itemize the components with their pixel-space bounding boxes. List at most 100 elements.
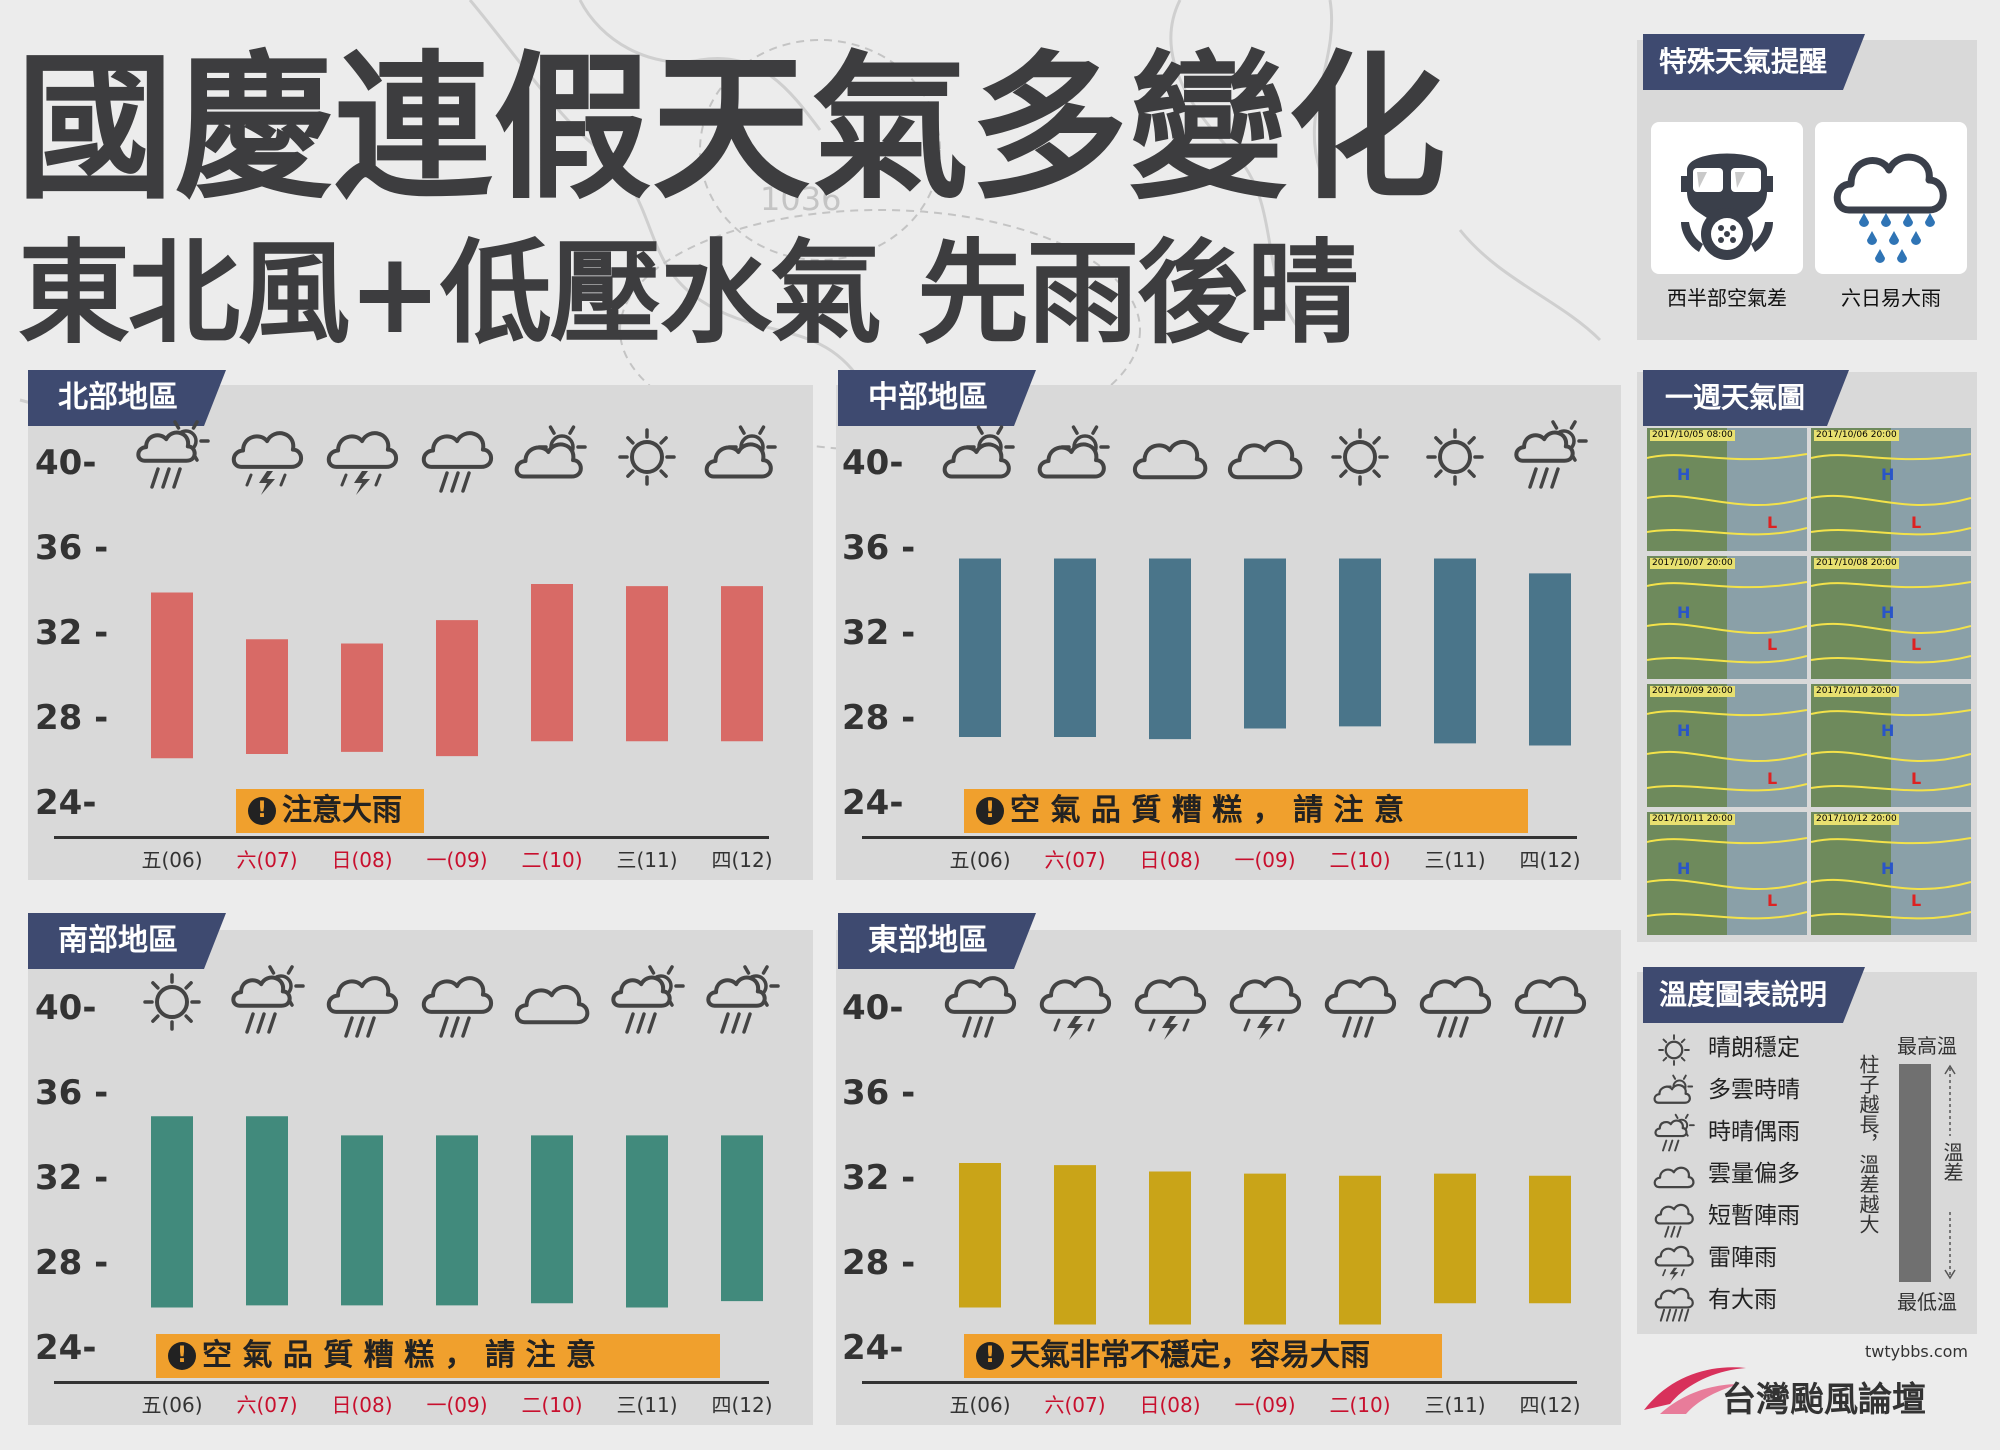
cloudy-icon bbox=[1652, 1154, 1696, 1194]
warning-text: 空 氣 品 質 糟 糕 ， 請 注 意 bbox=[1010, 793, 1404, 828]
x-tick-label: 三(11) bbox=[616, 1393, 678, 1417]
map-date-label: 2017/10/06 20:00 bbox=[1814, 430, 1899, 441]
legend-item-label: 晴朗穩定 bbox=[1708, 1035, 1800, 1061]
shower-icon bbox=[1652, 1196, 1696, 1238]
legend-max-label: 最高溫 bbox=[1897, 1034, 1957, 1058]
legend-item-label: 有大雨 bbox=[1708, 1287, 1777, 1313]
shower-icon bbox=[417, 417, 497, 497]
sunny-icon bbox=[132, 962, 212, 1042]
x-tick-label: 二(10) bbox=[1329, 1393, 1391, 1417]
warning-text: 天氣非常不穩定，容易大雨 bbox=[1010, 1338, 1370, 1373]
map-date-label: 2017/10/12 20:00 bbox=[1814, 814, 1899, 825]
brand-swoosh-logo bbox=[1644, 1367, 1746, 1414]
legend-item-label: 雲量偏多 bbox=[1708, 1161, 1800, 1187]
y-tick-label: 28 - bbox=[35, 1243, 109, 1283]
y-tick-label: 40- bbox=[842, 988, 904, 1028]
sun-shower-icon bbox=[132, 417, 212, 497]
x-tick-label: 日(08) bbox=[1139, 848, 1201, 872]
x-tick-label: 三(11) bbox=[1424, 1393, 1486, 1417]
svg-text:H: H bbox=[1881, 603, 1894, 622]
weather-map-tile: H L 2017/10/07 20:00 bbox=[1647, 556, 1807, 679]
weather-map-image: H L bbox=[1647, 812, 1807, 935]
legend-item-label: 時晴偶雨 bbox=[1708, 1119, 1800, 1145]
x-tick-label: 二(10) bbox=[1329, 848, 1391, 872]
x-tick-label: 一(09) bbox=[426, 1393, 488, 1417]
legend-item: 時晴偶雨 bbox=[1652, 1112, 1800, 1152]
y-tick-label: 36 - bbox=[35, 528, 109, 568]
x-tick-label: 一(09) bbox=[1234, 1393, 1296, 1417]
alert-label-rain: 六日易大雨 bbox=[1841, 286, 1941, 310]
y-tick-label: 36 - bbox=[842, 528, 916, 568]
region-tag-north: 北部地區 bbox=[28, 370, 226, 426]
region-tag-south: 南部地區 bbox=[28, 913, 226, 969]
weather-map-tile: H L 2017/10/09 20:00 bbox=[1647, 684, 1807, 807]
x-axis-line bbox=[54, 836, 769, 839]
svg-text:H: H bbox=[1677, 465, 1690, 484]
sunny-icon bbox=[607, 417, 687, 497]
x-tick-label: 五(06) bbox=[141, 848, 203, 872]
warning-banner: ! 天氣非常不穩定，容易大雨 bbox=[964, 1334, 1442, 1378]
x-tick-label: 四(12) bbox=[1519, 1393, 1581, 1417]
y-tick-label: 24- bbox=[35, 783, 97, 823]
warning-text: 注意大雨 bbox=[282, 793, 402, 828]
x-axis-line bbox=[862, 836, 1577, 839]
weather-map-tile: H L 2017/10/08 20:00 bbox=[1811, 556, 1971, 679]
svg-text:H: H bbox=[1881, 721, 1894, 740]
x-tick-label: 四(12) bbox=[1519, 848, 1581, 872]
isobar-label: 1036 bbox=[760, 180, 841, 218]
partly-cloudy-icon bbox=[940, 417, 1020, 497]
legend-title: 溫度圖表說明 bbox=[1643, 967, 1866, 1023]
weather-map-image: H L bbox=[1647, 684, 1807, 807]
shower-icon bbox=[1510, 962, 1590, 1042]
x-tick-label: 三(11) bbox=[1424, 848, 1486, 872]
sunny-icon bbox=[1652, 1028, 1696, 1068]
svg-text:L: L bbox=[1767, 513, 1777, 532]
x-tick-label: 四(12) bbox=[711, 848, 773, 872]
cloudy-icon bbox=[1225, 417, 1305, 497]
sunny-icon bbox=[1320, 417, 1400, 497]
exclamation-icon: ! bbox=[976, 1342, 1004, 1370]
partly-cloudy-icon bbox=[702, 417, 782, 497]
y-tick-label: 24- bbox=[842, 1328, 904, 1368]
gas-mask-icon bbox=[1681, 153, 1773, 260]
map-date-label: 2017/10/05 08:00 bbox=[1650, 430, 1735, 441]
x-tick-label: 六(07) bbox=[236, 848, 298, 872]
weekly-map-title: 一週天氣圖 bbox=[1643, 370, 1850, 426]
x-tick-label: 五(06) bbox=[949, 1393, 1011, 1417]
svg-text:L: L bbox=[1767, 635, 1777, 654]
weather-map-tile: H L 2017/10/05 08:00 bbox=[1647, 428, 1807, 551]
warning-banner: ! 空 氣 品 質 糟 糕 ， 請 注 意 bbox=[156, 1334, 720, 1378]
svg-text:L: L bbox=[1911, 513, 1921, 532]
sun-shower-icon bbox=[1510, 417, 1590, 497]
weather-map-image: H L bbox=[1811, 812, 1971, 935]
region-tag-central: 中部地區 bbox=[838, 370, 1036, 426]
y-tick-label: 32 - bbox=[35, 1158, 109, 1198]
alert-label-air: 西半部空氣差 bbox=[1667, 286, 1787, 310]
legend-item: 多雲時晴 bbox=[1652, 1070, 1800, 1110]
sun-shower-icon bbox=[607, 962, 687, 1042]
x-tick-label: 日(08) bbox=[331, 848, 393, 872]
legend-item-label: 多雲時晴 bbox=[1708, 1077, 1800, 1103]
warning-banner: ! 空 氣 品 質 糟 糕 ， 請 注 意 bbox=[964, 789, 1528, 833]
region-tag-east: 東部地區 bbox=[838, 913, 1036, 969]
x-tick-label: 日(08) bbox=[331, 1393, 393, 1417]
map-date-label: 2017/10/08 20:00 bbox=[1814, 558, 1899, 569]
legend-sample-bar bbox=[1899, 1064, 1931, 1282]
thunderstorm-icon bbox=[322, 417, 402, 497]
legend-item: 晴朗穩定 bbox=[1652, 1028, 1800, 1068]
legend-item: 短暫陣雨 bbox=[1652, 1196, 1800, 1238]
brand-name: 台灣颱風論壇 bbox=[1722, 1380, 1926, 1420]
y-tick-label: 28 - bbox=[842, 698, 916, 738]
weather-map-image: H L bbox=[1811, 428, 1971, 551]
x-tick-label: 二(10) bbox=[521, 848, 583, 872]
svg-text:H: H bbox=[1881, 859, 1894, 878]
weather-map-image: H L bbox=[1811, 684, 1971, 807]
y-tick-label: 40- bbox=[35, 988, 97, 1028]
svg-text:L: L bbox=[1911, 635, 1921, 654]
heavy-rain-cloud-icon bbox=[1833, 153, 1947, 263]
x-axis-line bbox=[54, 1381, 769, 1384]
y-tick-label: 24- bbox=[35, 1328, 97, 1368]
y-tick-label: 24- bbox=[842, 783, 904, 823]
y-tick-label: 32 - bbox=[842, 1158, 916, 1198]
thunderstorm-icon bbox=[1225, 962, 1305, 1042]
